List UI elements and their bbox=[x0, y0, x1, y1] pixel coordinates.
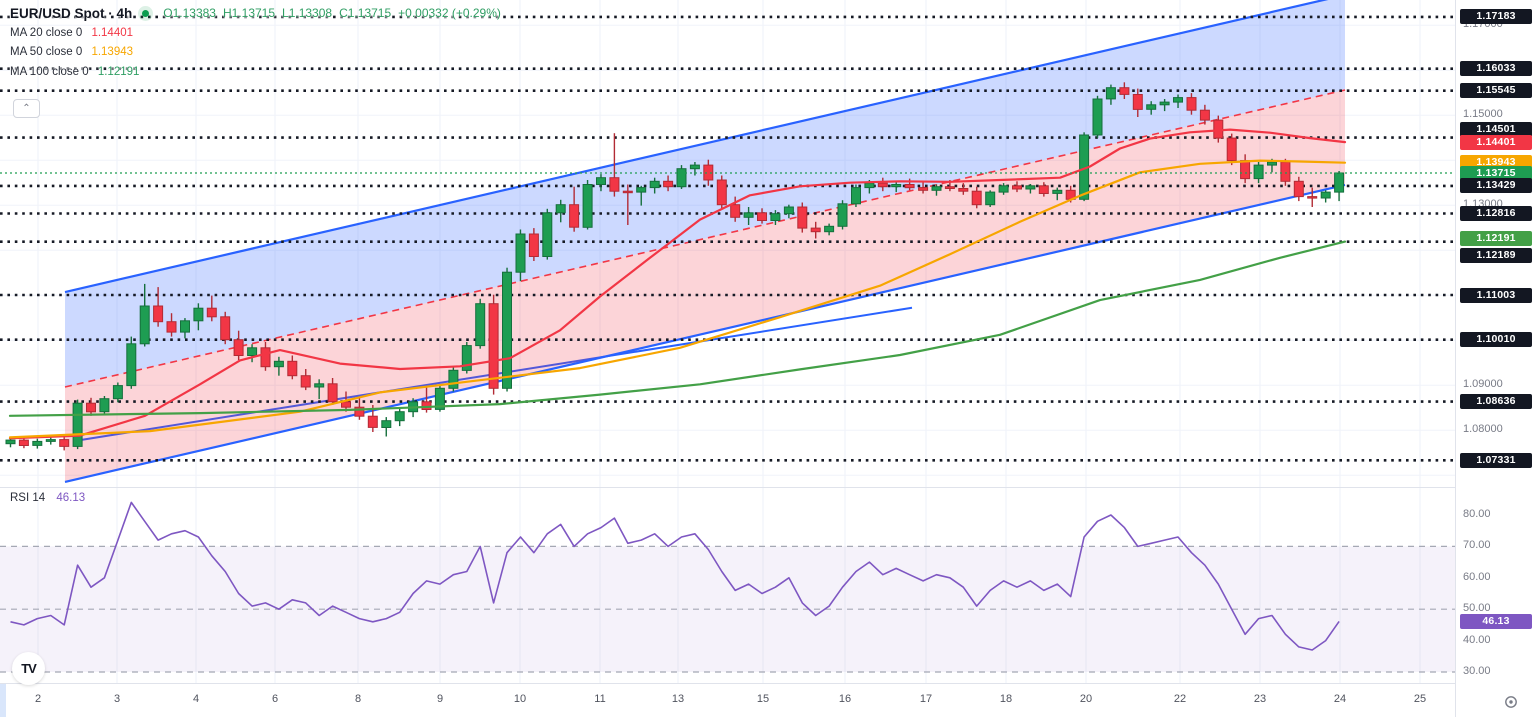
tv-logo-text: TV bbox=[21, 661, 37, 676]
rsi-tick-label: 50.00 bbox=[1463, 602, 1491, 614]
rsi-tick-label: 60.00 bbox=[1463, 571, 1491, 583]
time-tick-label: 13 bbox=[671, 693, 685, 705]
time-tick-label: 16 bbox=[838, 693, 852, 705]
collapse-legend-button[interactable]: ⌃ bbox=[13, 99, 40, 118]
market-status-icon[interactable] bbox=[142, 10, 150, 17]
time-tick-label: 25 bbox=[1413, 693, 1427, 705]
time-tick-label: 18 bbox=[999, 693, 1013, 705]
ma50-label: MA 50 close 0 bbox=[10, 46, 83, 58]
price-axis-badge: 1.14401 bbox=[1460, 135, 1532, 150]
time-tick-label: 9 bbox=[436, 693, 444, 705]
time-tick-label: 2 bbox=[34, 693, 42, 705]
price-axis-badge: 1.10010 bbox=[1460, 332, 1532, 347]
tradingview-logo-icon[interactable]: TV bbox=[12, 652, 45, 685]
indicator-row-ma20[interactable]: MA 20 close 0 1.14401 bbox=[10, 25, 501, 42]
price-axis[interactable]: 1.17000 1.15000 1.13000 1.09000 1.08000 80.00… bbox=[1455, 0, 1536, 717]
rsi-value: 46.13 bbox=[56, 492, 86, 504]
pane-separator[interactable] bbox=[0, 487, 1536, 488]
price-axis-badge: 1.07331 bbox=[1460, 453, 1532, 468]
time-tick-label: 22 bbox=[1173, 693, 1187, 705]
change-value: +0.00332 (+0.29%) bbox=[398, 6, 501, 20]
close-value: C1.13715 bbox=[339, 6, 392, 20]
rsi-label: RSI 14 bbox=[10, 492, 46, 504]
ma50-value: 1.13943 bbox=[91, 46, 134, 58]
time-tick-label: 24 bbox=[1333, 693, 1347, 705]
rsi-pane[interactable] bbox=[0, 488, 1455, 683]
price-axis-badge: 1.13429 bbox=[1460, 178, 1532, 193]
axis-settings-gear-icon[interactable] bbox=[1503, 694, 1519, 710]
symbol-title[interactable]: EUR/USD Spot · 4h bbox=[10, 6, 133, 21]
rsi-tick-label: 40.00 bbox=[1463, 634, 1491, 646]
price-chart-canvas[interactable] bbox=[0, 0, 1455, 487]
price-axis-badge: 1.15545 bbox=[1460, 83, 1532, 98]
price-pane[interactable] bbox=[0, 0, 1455, 487]
low-value: L1.13308 bbox=[282, 6, 333, 20]
ma20-label: MA 20 close 0 bbox=[10, 26, 83, 39]
rsi-tick-label: 80.00 bbox=[1463, 508, 1491, 520]
indicator-row-ma100[interactable]: MA 100 close 0 1.12191 bbox=[10, 64, 501, 81]
rsi-tick-label: 70.00 bbox=[1463, 539, 1491, 551]
high-value: H1.13715 bbox=[222, 6, 276, 20]
price-axis-badge: 1.16033 bbox=[1460, 61, 1532, 76]
time-tick-label: 10 bbox=[513, 693, 527, 705]
price-axis-badge: 1.12191 bbox=[1460, 231, 1532, 246]
price-axis-badge: 1.11003 bbox=[1460, 288, 1532, 303]
rsi-legend[interactable]: RSI 14 46.13 bbox=[10, 492, 85, 504]
open-value: O1.13383 bbox=[163, 6, 216, 20]
ma100-label: MA 100 close 0 bbox=[10, 65, 89, 78]
ma20-value: 1.14401 bbox=[91, 26, 134, 39]
price-tick-label: 1.08000 bbox=[1463, 423, 1503, 435]
time-tick-label: 3 bbox=[113, 693, 121, 705]
rsi-chart-canvas[interactable] bbox=[0, 488, 1455, 683]
ma100-value: 1.12191 bbox=[97, 65, 140, 78]
time-tick-label: 11 bbox=[594, 693, 606, 705]
price-tick-label: 1.09000 bbox=[1463, 378, 1503, 390]
time-axis[interactable]: 2 3 4 6 8 9 10 11 13 15 16 17 18 20 22 23 24 25 bbox=[0, 683, 1536, 717]
ohlc-values: O1.13383 H1.13715 L1.13308 C1.13715 +0.0… bbox=[163, 5, 501, 22]
time-tick-label: 15 bbox=[756, 693, 770, 705]
symbol-header[interactable]: EUR/USD Spot · 4h O1.13383 H1.13715 L1.1… bbox=[10, 5, 501, 22]
price-tick-label: 1.15000 bbox=[1463, 108, 1503, 120]
time-tick-label: 23 bbox=[1253, 693, 1267, 705]
price-axis-badge: 1.14501 bbox=[1460, 122, 1532, 137]
rsi-axis-badge: 46.13 bbox=[1460, 614, 1532, 629]
indicator-row-ma50[interactable]: MA 50 close 0 1.13943 bbox=[10, 44, 501, 61]
rsi-tick-label: 30.00 bbox=[1463, 665, 1491, 677]
time-tick-label: 4 bbox=[192, 693, 200, 705]
axis-left-accent bbox=[0, 684, 6, 717]
price-axis-badge: 1.17183 bbox=[1460, 9, 1532, 24]
chevron-up-icon: ⌃ bbox=[22, 102, 31, 114]
legend: EUR/USD Spot · 4h O1.13383 H1.13715 L1.1… bbox=[10, 5, 501, 81]
price-axis-badge: 1.12816 bbox=[1460, 206, 1532, 221]
price-axis-badge: 1.08636 bbox=[1460, 394, 1532, 409]
time-tick-label: 20 bbox=[1079, 693, 1093, 705]
time-tick-label: 6 bbox=[271, 693, 279, 705]
price-axis-badge: 1.12189 bbox=[1460, 248, 1532, 263]
time-tick-label: 8 bbox=[354, 693, 362, 705]
time-tick-label: 17 bbox=[919, 693, 933, 705]
price-axis-badge: 1.13715 bbox=[1460, 166, 1532, 181]
